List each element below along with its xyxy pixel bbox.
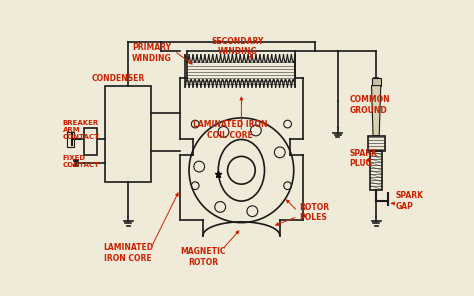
Text: MAGNETIC
ROTOR: MAGNETIC ROTOR [180,247,226,267]
Bar [83,128,97,155]
Text: SECONDARY
WINDING: SECONDARY WINDING [211,37,264,57]
Bar [105,86,151,182]
Text: FIXED
CONTACT: FIXED CONTACT [63,155,100,168]
Text: CONDENSER: CONDENSER [91,74,145,83]
Text: SPARK
PLUG: SPARK PLUG [349,149,377,168]
Bar [370,151,383,189]
Bar [66,132,74,147]
Bar [368,136,384,151]
Text: PRIMARY
WINDING: PRIMARY WINDING [131,43,171,63]
Text: LAMINATED
IRON CORE: LAMINATED IRON CORE [103,243,153,263]
Polygon shape [372,86,381,136]
Text: ROTOR
POLES: ROTOR POLES [299,203,329,222]
Bar [372,78,381,86]
Text: COMMON
GROUND: COMMON GROUND [349,95,390,115]
Text: BREAKER
ARM
CONTACT: BREAKER ARM CONTACT [63,120,100,140]
Text: LAMINATED IRON
COIL CORE: LAMINATED IRON COIL CORE [192,120,267,140]
Text: SPARK
GAP: SPARK GAP [395,192,423,211]
